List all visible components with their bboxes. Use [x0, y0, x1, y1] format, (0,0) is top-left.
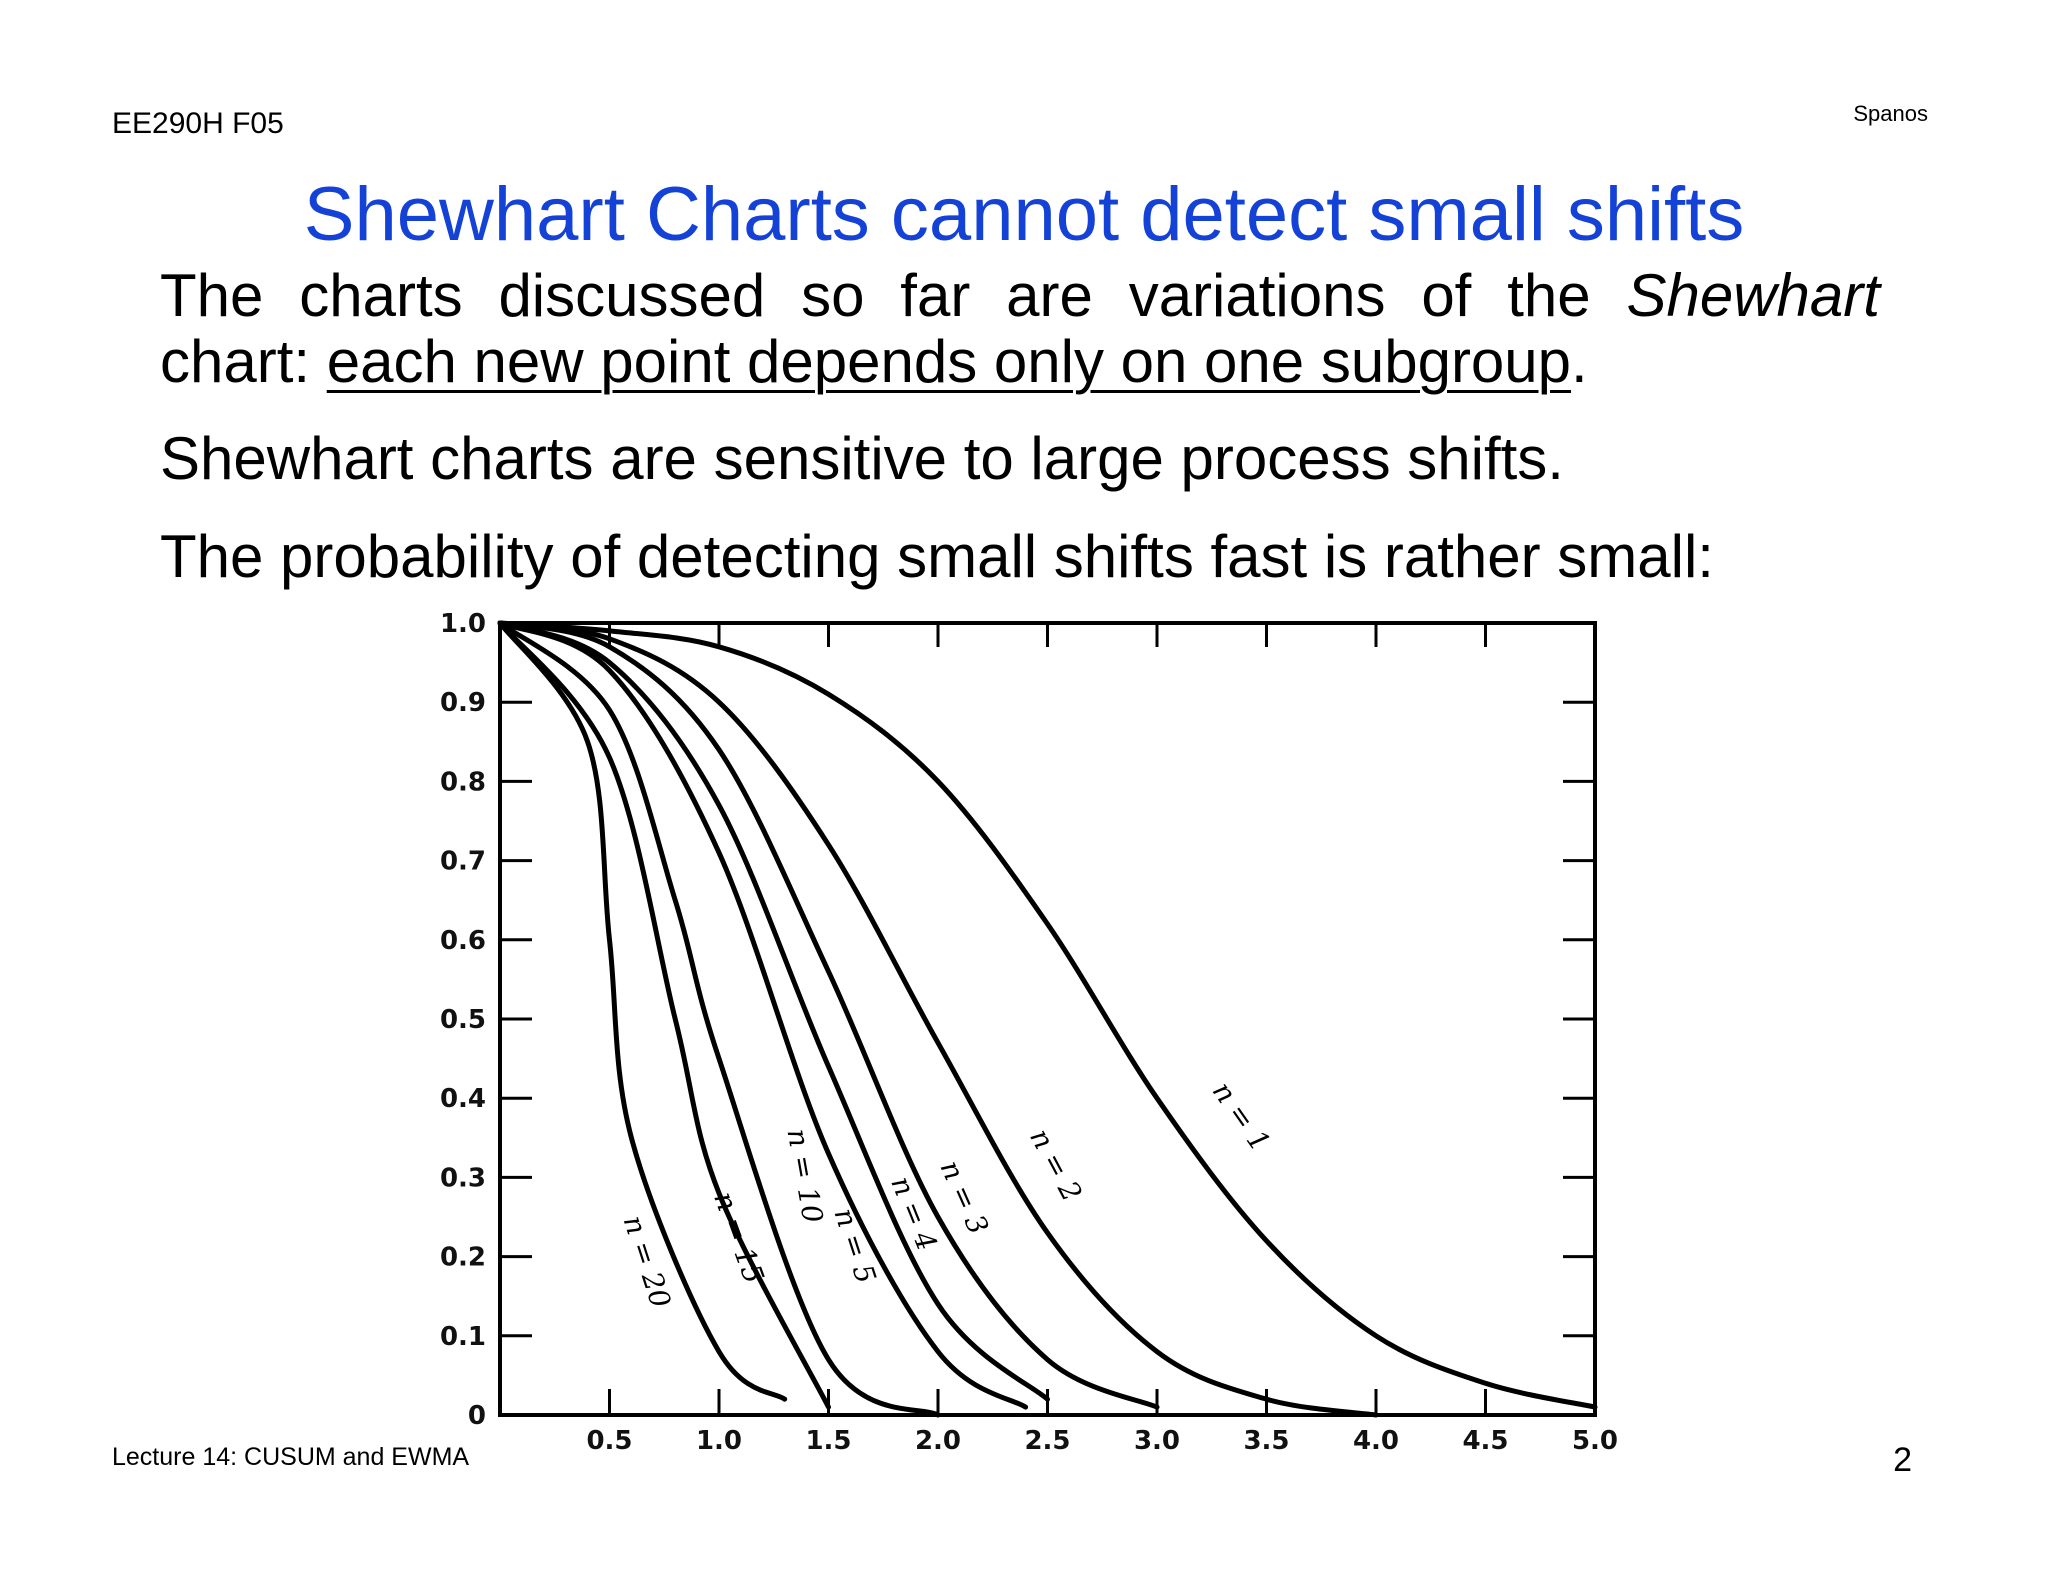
course-code: EE290H F05	[112, 107, 284, 140]
word: the	[1507, 262, 1591, 329]
paragraph-sensitivity: Shewhart charts are sensitive to large p…	[160, 425, 1564, 492]
paragraph-shewhart-definition: The charts discussed so far are variations of th…	[160, 263, 1880, 395]
word: charts	[299, 262, 463, 329]
x-tick-label: 2.5	[1024, 1426, 1070, 1455]
oc-curve-n5	[497, 620, 1029, 1410]
page-number: 2	[1893, 1441, 1912, 1479]
curve-label: n = 2	[1023, 1123, 1088, 1207]
x-tick-label: 0.5	[586, 1426, 632, 1455]
y-tick-label: 0.1	[440, 1322, 486, 1352]
y-tick-label: 0.9	[440, 688, 486, 718]
curve-label: n = 20	[617, 1211, 678, 1311]
x-tick-label: 4.0	[1353, 1426, 1399, 1455]
oc-curve-n20	[497, 620, 788, 1402]
word: The	[160, 262, 264, 329]
oc-curve-svg: 0 0.1 0.2 0.3 0.4 0.5 0.6 0.7 0.8 0.9 1.0 0.5 1.0 1.5…	[440, 609, 1618, 1455]
curve-label: n = 15	[707, 1187, 770, 1287]
word: so	[801, 262, 865, 329]
y-tick-label: 1.0	[440, 609, 486, 639]
paragraph-line-2: chart: each new point depends only on on…	[160, 329, 1880, 395]
word: far	[900, 262, 971, 329]
oc-curve-n2	[497, 620, 1379, 1418]
y-tick-label: 0	[468, 1401, 486, 1431]
y-tick-label: 0.4	[440, 1084, 486, 1114]
x-tick-label: 4.5	[1462, 1426, 1508, 1455]
word: are	[1006, 262, 1093, 329]
y-tick-label: 0.7	[440, 847, 486, 877]
x-tick-label: 1.0	[696, 1426, 742, 1455]
slide-title: Shewhart Charts cannot detect small shif…	[303, 172, 1745, 257]
y-tick-label: 0.5	[440, 1005, 486, 1035]
lecture-footer: Lecture 14: CUSUM and EWMA	[112, 1443, 470, 1471]
author-name: Spanos	[1853, 101, 1928, 126]
oc-curve-n15	[497, 620, 831, 1410]
oc-curve-n1	[497, 620, 1598, 1410]
x-tick-label: 2.0	[915, 1426, 961, 1455]
x-tick-label: 3.0	[1134, 1426, 1180, 1455]
oc-curve-n3	[497, 620, 1160, 1410]
italic-word-shewhart: Shewhart	[1626, 262, 1880, 329]
x-tick-label: 3.5	[1243, 1426, 1289, 1455]
oc-curve-n10	[497, 620, 941, 1418]
word: of	[1421, 262, 1472, 329]
curve-label: n = 1	[1206, 1075, 1277, 1157]
x-tick-label: 1.5	[805, 1426, 851, 1455]
word: variations	[1128, 262, 1386, 329]
line2-suffix: .	[1571, 328, 1588, 395]
oc-curve-chart: 0 0.1 0.2 0.3 0.4 0.5 0.6 0.7 0.8 0.9 1.0 0.5 1.0 1.5…	[420, 605, 1650, 1455]
y-tick-label: 0.6	[440, 926, 486, 956]
word: discussed	[498, 262, 766, 329]
paragraph-line-1: The charts discussed so far are variations of th…	[160, 263, 1880, 329]
paragraph-probability: The probability of detecting small shift…	[160, 523, 1714, 590]
underlined-phrase: each new point depends only on one subgr…	[326, 328, 1572, 395]
oc-curve-n4	[497, 620, 1050, 1402]
y-tick-label: 0.8	[440, 767, 486, 797]
y-tick-label: 0.2	[440, 1243, 486, 1273]
y-tick-label: 0.3	[440, 1163, 486, 1193]
x-tick-label: 5.0	[1572, 1426, 1618, 1455]
line2-prefix: chart:	[160, 328, 327, 395]
